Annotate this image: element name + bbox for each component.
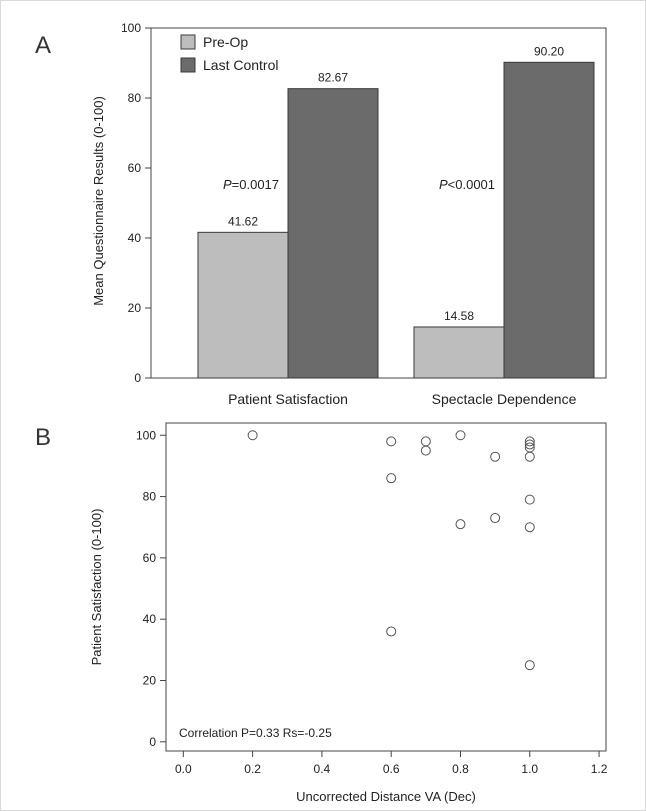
panel-b-x-tick-label: 0.6 — [383, 762, 400, 776]
bar-last-control — [503, 61, 595, 379]
panel-a-y-tick-label: 0 — [134, 371, 141, 385]
scatter-point — [247, 430, 258, 441]
scatter-point — [490, 513, 501, 524]
panel-a-label: A — [35, 32, 51, 59]
panel-b-y-tick-label: 60 — [143, 551, 157, 565]
panel-a-y-tick-label: 60 — [128, 161, 142, 175]
panel-b-x-tick-label: 0.4 — [314, 762, 331, 776]
bar-value-label: 41.62 — [228, 214, 258, 228]
legend-label: Pre-Op — [203, 34, 248, 50]
bar-value-label: 14.58 — [444, 309, 474, 323]
panel-a-y-axis-title: Mean Questionnaire Results (0-100) — [91, 96, 106, 306]
panel-b-correlation-note: Correlation P=0.33 Rs=-0.25 — [179, 726, 332, 740]
panel-a-y-tick-label: 100 — [121, 21, 141, 35]
panel-a-legend: Pre-Op Last Control — [180, 34, 278, 73]
panel-a-y-tick-label: 80 — [128, 91, 142, 105]
bar-value-label: 90.20 — [534, 44, 564, 58]
bar-pre-op — [413, 326, 505, 379]
scatter-point — [524, 436, 535, 447]
scatter-point — [524, 494, 535, 505]
legend-label: Last Control — [203, 57, 278, 73]
panel-b-x-tick-label: 0.8 — [452, 762, 469, 776]
panel-b-y-tick-label: 80 — [143, 490, 157, 504]
scatter-point — [455, 519, 466, 530]
panel-b-x-tick-label: 1.2 — [591, 762, 608, 776]
panel-b-y-tick-label: 0 — [149, 735, 156, 749]
panel-b-y-tick-label: 20 — [143, 673, 157, 687]
panel-b-x-tick-label: 1.0 — [521, 762, 538, 776]
scatter-point — [524, 522, 535, 533]
panel-a-y-tick-label: 20 — [128, 301, 142, 315]
bar-value-label: 82.67 — [318, 71, 348, 85]
panel-b-y-tick-label: 100 — [136, 428, 156, 442]
scatter-point — [420, 445, 431, 456]
panel-a-category-labels: Patient Satisfaction Spectacle Dependence — [228, 391, 577, 407]
scatter-point — [524, 439, 535, 450]
scatter-point — [490, 451, 501, 462]
panel-a-y-axis: 0 20 40 60 80 100 — [121, 21, 151, 385]
panel-b-label: B — [35, 424, 51, 451]
panel-b-plot-frame — [165, 422, 607, 752]
panel-b-x-tick-label: 0.2 — [244, 762, 261, 776]
category-label: Spectacle Dependence — [432, 391, 577, 407]
panel-a-bars: 41.62 82.67 14.58 90.20 — [197, 44, 595, 379]
legend-swatch — [180, 57, 196, 73]
scatter-point — [524, 660, 535, 671]
panel-b-y-axis-title: Patient Satisfaction (0-100) — [89, 509, 104, 666]
p-value-annotation: P<0.0001 — [439, 177, 495, 192]
panel-b-points — [247, 430, 535, 671]
p-value-annotation: P=0.0017 — [223, 177, 279, 192]
bar-pre-op — [197, 231, 289, 379]
panel-b-x-tick-label: 0.0 — [175, 762, 192, 776]
scatter-point — [386, 626, 397, 637]
scatter-point — [386, 436, 397, 447]
panel-a-y-tick-label: 40 — [128, 231, 142, 245]
scatter-point — [386, 473, 397, 484]
scatter-point — [455, 430, 466, 441]
panel-b-x-axis-title: Uncorrected Distance VA (Dec) — [296, 789, 476, 804]
category-label: Patient Satisfaction — [228, 391, 348, 407]
legend-swatch — [180, 34, 196, 50]
panel-b-x-axis: 0.0 0.2 0.4 0.6 0.8 1.0 1.2 — [175, 751, 608, 776]
bar-last-control — [287, 88, 379, 379]
panel-a-annotations: P=0.0017 P<0.0001 — [223, 177, 495, 192]
panel-b-y-axis: 0 20 40 60 80 100 — [136, 428, 166, 749]
panel-b-y-tick-label: 40 — [143, 612, 157, 626]
scatter-point — [524, 451, 535, 462]
scatter-point — [420, 436, 431, 447]
